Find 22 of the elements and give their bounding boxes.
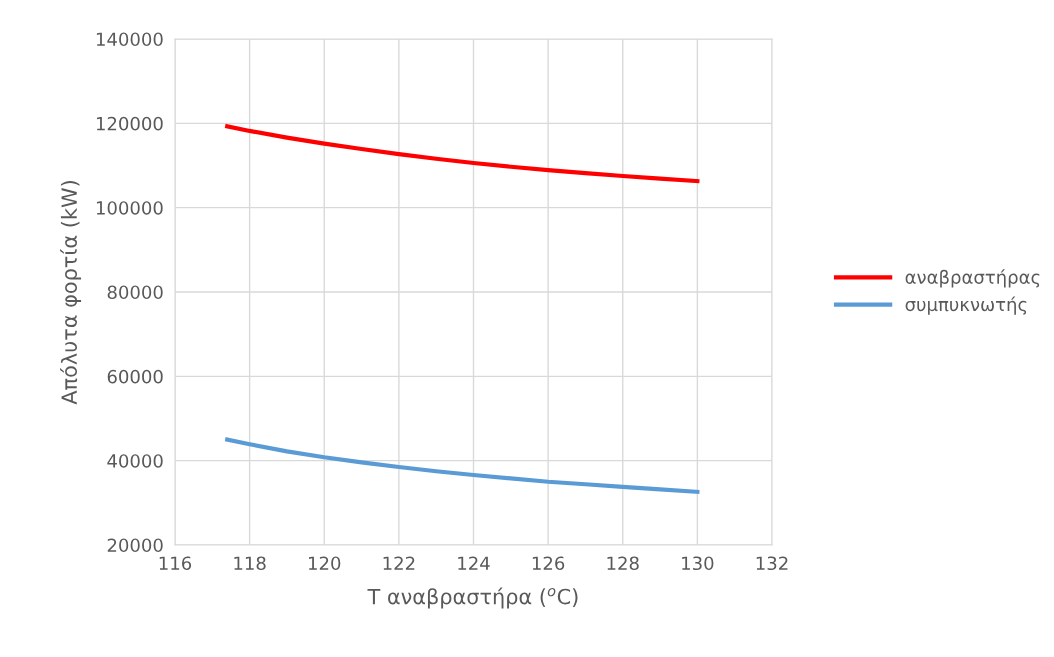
x-tick-label: 120	[309, 556, 341, 571]
y-tick-label: 80000	[107, 285, 163, 300]
y-tick-label: 40000	[107, 454, 163, 468]
legend-label: συμπυκνωτής	[905, 296, 1027, 315]
line-series	[225, 124, 700, 184]
x-tick-label: 126	[532, 556, 565, 571]
y-tick-label: 140000	[96, 32, 163, 47]
y-tick-label: 120000	[96, 116, 163, 131]
y-axis-title: Απόλυτα φορτία (kW)	[60, 181, 82, 405]
x-tick-label: 116	[159, 556, 192, 571]
x-tick-label: 132	[756, 556, 788, 571]
y-tick-label: 20000	[107, 538, 163, 553]
line-series	[225, 437, 700, 494]
legend-label: αναβραστήρας	[905, 269, 1040, 288]
y-tick-label: 60000	[107, 369, 163, 384]
x-tick-label: 128	[607, 556, 639, 571]
y-tick-label: 100000	[96, 201, 163, 215]
x-axis-title: T αναβραστήρα ($^{o}$C)	[367, 587, 578, 609]
x-tick-label: 122	[383, 556, 415, 570]
x-tick-label: 124	[458, 556, 490, 570]
x-tick-label: 130	[682, 556, 714, 571]
x-tick-label: 118	[234, 556, 266, 571]
